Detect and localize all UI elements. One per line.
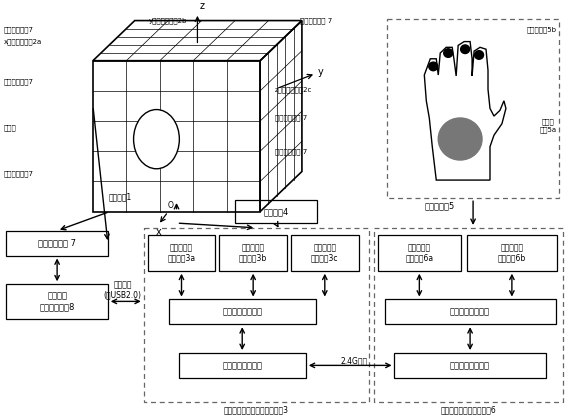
Text: 摄像头组模块7: 摄像头组模块7 (3, 27, 34, 33)
Bar (144, 228, 369, 402)
Text: 第一无线通讯模块: 第一无线通讯模块 (222, 361, 262, 370)
Text: 第一微控制器系统: 第一微控制器系统 (222, 307, 262, 317)
Text: 螺线管线圈
驱动电路3c: 螺线管线圈 驱动电路3c (311, 243, 339, 262)
Bar (394, 353, 545, 378)
Text: 穿戴式手夨5: 穿戴式手夨5 (424, 201, 454, 210)
Circle shape (429, 62, 438, 71)
Text: 摄像头组模块 7: 摄像头组模块 7 (275, 115, 307, 121)
Text: y: y (318, 67, 324, 77)
Text: 摄像头组模块 7: 摄像头组模块 7 (275, 148, 307, 155)
Text: 指端电磁铁
驱动电路6b: 指端电磁铁 驱动电路6b (498, 243, 526, 262)
Circle shape (438, 118, 482, 160)
Bar (219, 234, 287, 271)
Text: 2.4G蓝牙: 2.4G蓝牙 (340, 356, 367, 365)
Text: y轴螺线管线刨2b: y轴螺线管线刨2b (149, 18, 187, 24)
Text: x轴螺线管线圈2a: x轴螺线管线圈2a (3, 38, 42, 45)
Text: 电源模块4: 电源模块4 (263, 207, 288, 216)
Text: 摄像头组模块7: 摄像头组模块7 (3, 170, 34, 177)
Bar (178, 353, 306, 378)
Text: 三维背景磁场驱动和控制模块3: 三维背景磁场驱动和控制模块3 (223, 405, 288, 414)
Text: 操作孔: 操作孔 (3, 124, 16, 131)
Text: 第二无线通讯模块: 第二无线通讯模块 (450, 361, 490, 370)
Text: 摄像头组模块 7: 摄像头组模块 7 (38, 239, 76, 248)
Text: O: O (168, 201, 173, 210)
Bar (388, 19, 559, 198)
Bar (377, 234, 461, 271)
Text: x: x (156, 227, 161, 237)
Bar (291, 234, 359, 271)
Text: z: z (200, 1, 205, 11)
Text: 通讯接口
(如USB2.0): 通讯接口 (如USB2.0) (104, 280, 142, 300)
Circle shape (475, 50, 483, 59)
Circle shape (461, 45, 470, 53)
Text: 磁性模块驱动和控制模块6: 磁性模块驱动和控制模块6 (440, 405, 496, 414)
Text: 掌心电磁铁
驱动电路6a: 掌心电磁铁 驱动电路6a (405, 243, 433, 262)
Bar (373, 228, 563, 402)
Text: 掌心电
磁铁5a: 掌心电 磁铁5a (540, 118, 557, 133)
Circle shape (443, 49, 453, 58)
Bar (6, 284, 108, 319)
Bar (6, 231, 108, 256)
Bar (385, 299, 556, 324)
Text: 立方笱体1: 立方笱体1 (109, 193, 132, 202)
Text: 指端电磁铁5b: 指端电磁铁5b (527, 26, 557, 33)
Text: 螺线管线圈
驱动电路3b: 螺线管线圈 驱动电路3b (239, 243, 267, 262)
Text: 摄像头组模块7: 摄像头组模块7 (3, 78, 34, 85)
Text: 摄像头组模块 7: 摄像头组模块 7 (300, 18, 332, 24)
Text: 螺线管线圈
驱动电路3a: 螺线管线圈 驱动电路3a (168, 243, 196, 262)
Text: 第二微控制器系统: 第二微控制器系统 (450, 307, 490, 317)
Bar (235, 200, 317, 223)
Bar (169, 299, 316, 324)
Text: 人手三维
位置检测系甗8: 人手三维 位置检测系甗8 (39, 291, 75, 311)
Bar (467, 234, 557, 271)
Text: z轴螺线管线刨2c: z轴螺线管线刨2c (275, 86, 312, 93)
Ellipse shape (133, 110, 180, 169)
Bar (148, 234, 215, 271)
